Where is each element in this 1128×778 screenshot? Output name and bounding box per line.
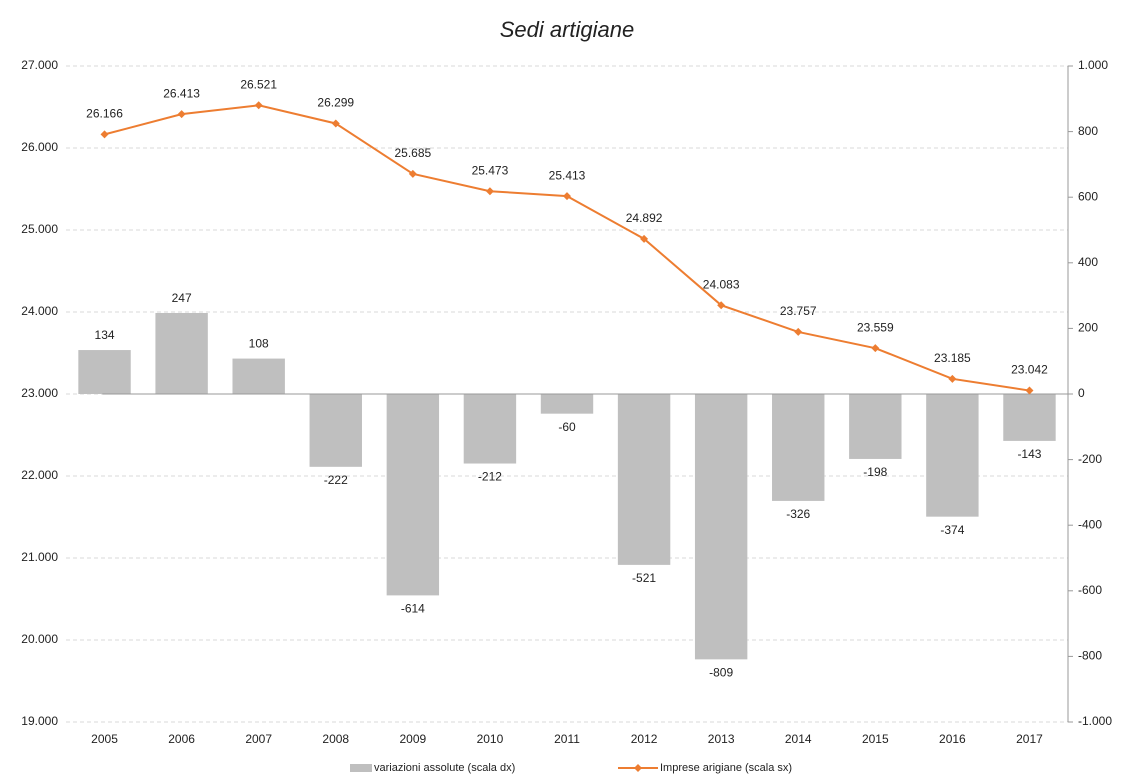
marker <box>794 327 803 336</box>
y-tick-label: 24.000 <box>21 304 58 318</box>
marker <box>331 119 340 128</box>
bar-label: 108 <box>249 337 269 351</box>
y2-tick-label: -800 <box>1078 649 1102 663</box>
line-label: 23.559 <box>857 320 894 334</box>
x-tick-label: 2010 <box>477 732 504 746</box>
y-tick-label: 27.000 <box>21 58 58 72</box>
legend-marker <box>634 764 642 772</box>
x-tick-label: 2011 <box>554 732 580 746</box>
bar-label: -60 <box>558 420 576 434</box>
bar <box>463 394 517 464</box>
y-tick-label: 23.000 <box>21 386 58 400</box>
legend-label: Imprese arigiane (scala sx) <box>660 762 792 774</box>
bar-label: -212 <box>478 470 502 484</box>
y-tick-label: 21.000 <box>21 550 58 564</box>
y2-tick-label: 400 <box>1078 255 1098 269</box>
marker <box>640 234 649 243</box>
y-tick-label: 25.000 <box>21 222 58 236</box>
bar <box>926 394 979 517</box>
y2-tick-label: 800 <box>1078 124 1098 138</box>
line-label: 26.299 <box>317 96 354 110</box>
marker <box>408 169 417 178</box>
y2-tick-label: 200 <box>1078 321 1098 335</box>
marker <box>100 130 109 139</box>
line-label: 24.892 <box>626 211 663 225</box>
line-label: 23.185 <box>934 351 971 365</box>
x-tick-label: 2006 <box>168 732 195 746</box>
y-tick-label: 19.000 <box>21 714 58 728</box>
y2-tick-label: -200 <box>1078 452 1102 466</box>
bar-label: -809 <box>709 666 733 680</box>
marker <box>717 301 726 310</box>
y2-tick-label: -400 <box>1078 517 1102 531</box>
marker <box>948 374 957 383</box>
chart-title: Sedi artigiane <box>500 17 635 42</box>
line-label: 23.042 <box>1011 363 1048 377</box>
bar-label: -521 <box>632 571 656 585</box>
bar <box>849 394 902 459</box>
x-tick-label: 2017 <box>1016 732 1043 746</box>
y2-tick-label: -1.000 <box>1078 714 1112 728</box>
x-tick-label: 2008 <box>322 732 349 746</box>
line-label: 25.473 <box>472 163 509 177</box>
x-tick-label: 2012 <box>631 732 658 746</box>
bar-label: -222 <box>324 473 348 487</box>
legend-label: variazioni assolute (scala dx) <box>374 762 515 774</box>
bar <box>1003 394 1056 441</box>
marker <box>254 101 263 110</box>
bar <box>540 394 594 414</box>
line-label: 23.757 <box>780 304 817 318</box>
y2-tick-label: -600 <box>1078 583 1102 597</box>
bar-label: -198 <box>863 465 887 479</box>
line-label: 24.083 <box>703 277 740 291</box>
bar <box>772 394 825 501</box>
y-tick-label: 22.000 <box>21 468 58 482</box>
bar <box>386 394 440 596</box>
bar-label: -614 <box>401 602 425 616</box>
y2-tick-label: 600 <box>1078 189 1098 203</box>
x-tick-label: 2005 <box>91 732 118 746</box>
x-tick-label: 2007 <box>245 732 272 746</box>
bar-label: 134 <box>95 328 115 342</box>
marker <box>1025 386 1034 395</box>
x-tick-label: 2015 <box>862 732 889 746</box>
legend-swatch <box>350 764 372 772</box>
y2-tick-label: 0 <box>1078 386 1085 400</box>
line-label: 25.685 <box>394 146 431 160</box>
bar <box>232 358 285 394</box>
bar-label: -326 <box>786 507 810 521</box>
y-tick-label: 26.000 <box>21 140 58 154</box>
bar-label: -374 <box>940 523 964 537</box>
bar-label: -143 <box>1017 447 1041 461</box>
bar <box>155 312 208 394</box>
x-tick-label: 2014 <box>785 732 812 746</box>
bar <box>617 394 671 565</box>
line-label: 26.521 <box>240 77 277 91</box>
y2-tick-label: 1.000 <box>1078 58 1108 72</box>
marker <box>563 192 571 201</box>
x-tick-label: 2016 <box>939 732 966 746</box>
bar <box>309 394 362 467</box>
line-label: 25.413 <box>549 168 586 182</box>
x-tick-label: 2013 <box>708 732 735 746</box>
y-tick-label: 20.000 <box>21 632 58 646</box>
marker <box>871 344 880 353</box>
bar-label: 247 <box>172 291 192 305</box>
marker <box>177 110 186 119</box>
x-tick-label: 2009 <box>399 732 426 746</box>
bar <box>694 394 748 660</box>
line-label: 26.413 <box>163 86 200 100</box>
marker <box>485 187 494 196</box>
line-label: 26.166 <box>86 107 123 121</box>
bar <box>78 350 131 394</box>
